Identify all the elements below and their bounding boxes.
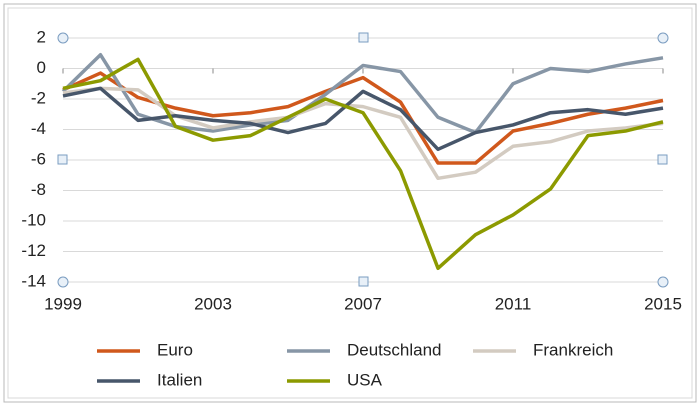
y-tick-label: -4 xyxy=(31,119,46,138)
y-tick-label: -6 xyxy=(31,149,46,168)
legend-item: Italien xyxy=(97,370,202,389)
legend-label: USA xyxy=(347,370,383,389)
plot-area: -14 -12 -10 -8 -6 -4 -2 0 2 1999 2003 2007 2011 2015 xyxy=(21,27,681,313)
handle[interactable] xyxy=(657,32,669,44)
y-tick-label: 0 xyxy=(37,58,46,77)
y-tick-label: -8 xyxy=(31,180,46,199)
y-tick-label: -2 xyxy=(31,88,46,107)
legend-label: Deutschland xyxy=(347,340,442,359)
handle[interactable] xyxy=(358,276,369,287)
data-line xyxy=(62,57,664,271)
legend-item: Frankreich xyxy=(473,340,613,359)
selection-handles xyxy=(57,32,669,288)
handle[interactable] xyxy=(358,32,369,43)
y-tick-label: 2 xyxy=(37,27,46,46)
y-tick-label: -14 xyxy=(21,271,46,290)
x-tick-label: 2003 xyxy=(194,294,232,313)
legend-label: Frankreich xyxy=(533,340,613,359)
legend-label: Euro xyxy=(157,340,193,359)
data-line xyxy=(61,53,664,135)
handle[interactable] xyxy=(57,32,69,44)
y-tick-label: -10 xyxy=(21,210,46,229)
x-tick-label: 2011 xyxy=(495,294,532,313)
data-line xyxy=(62,86,664,152)
legend: Euro Deutschland Frankreich Italien USA xyxy=(97,340,613,389)
x-tick-label: 2015 xyxy=(644,294,682,313)
handle[interactable] xyxy=(657,276,669,288)
handle[interactable] xyxy=(657,154,668,165)
x-tick-label: 1999 xyxy=(44,294,82,313)
y-tick-label: -12 xyxy=(21,241,46,260)
chart-area xyxy=(7,7,693,399)
handle[interactable] xyxy=(57,276,69,288)
x-tick-label: 2007 xyxy=(344,294,382,313)
handle[interactable] xyxy=(57,154,68,165)
legend-label: Italien xyxy=(157,370,202,389)
legend-item: USA xyxy=(287,370,383,389)
legend-item: Deutschland xyxy=(287,340,442,359)
legend-item: Euro xyxy=(97,340,193,359)
